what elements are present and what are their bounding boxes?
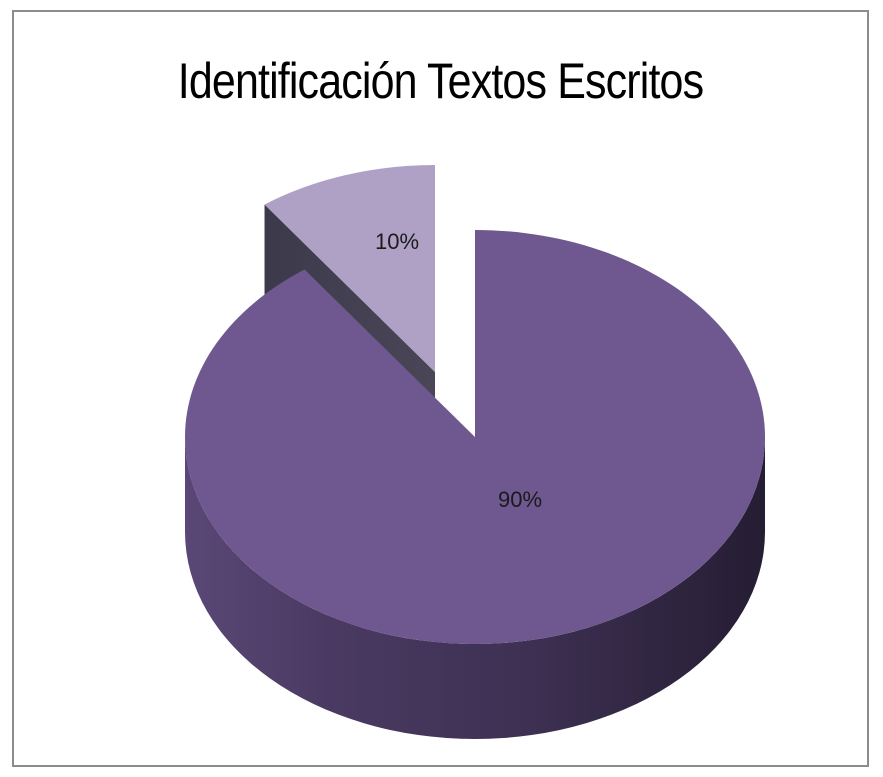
pie-slice-10 bbox=[264, 165, 435, 372]
pie-slice-90-side bbox=[185, 437, 765, 739]
data-label-10: 10% bbox=[375, 229, 419, 254]
chart-title: Identificación Textos Escritos bbox=[177, 53, 704, 109]
data-label-90: 90% bbox=[498, 487, 542, 512]
pie-slice-90 bbox=[184, 230, 765, 645]
